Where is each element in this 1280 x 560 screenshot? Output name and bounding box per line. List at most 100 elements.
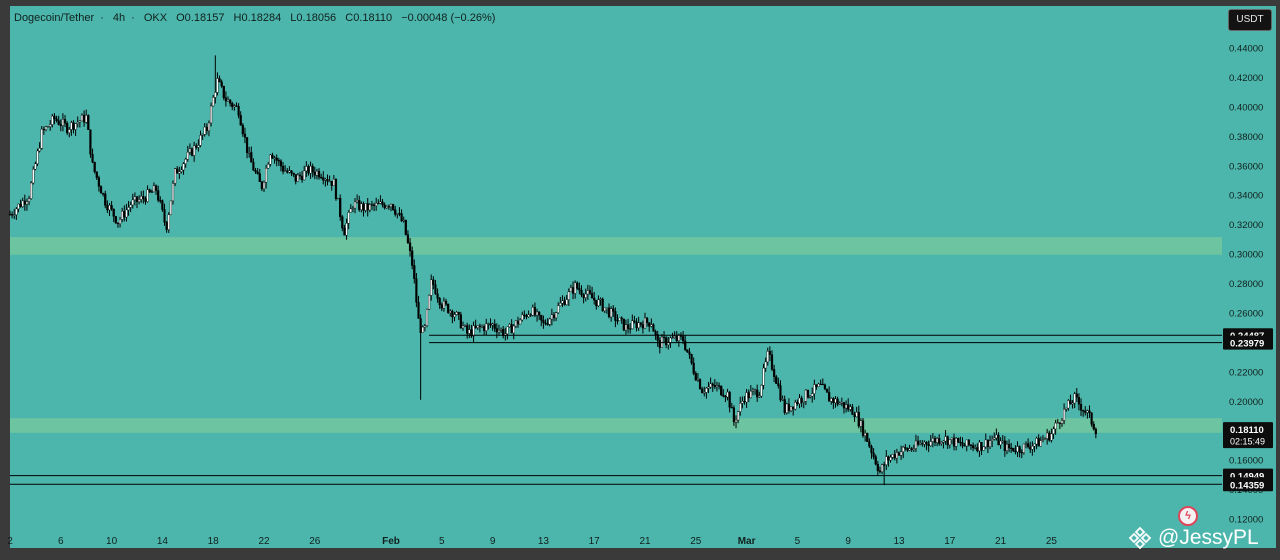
candle xyxy=(813,379,816,400)
candle xyxy=(44,125,48,132)
candle xyxy=(368,203,371,213)
candle xyxy=(823,383,827,391)
candle xyxy=(415,272,418,308)
candle xyxy=(544,319,547,326)
time-tick-label: 6 xyxy=(58,536,64,547)
candle xyxy=(356,194,359,204)
candle xyxy=(698,378,702,390)
candle xyxy=(36,148,39,167)
candle xyxy=(639,322,642,328)
alert-flash-icon[interactable]: ϟ xyxy=(1178,506,1198,526)
candle xyxy=(85,109,88,124)
candle xyxy=(440,302,443,312)
candle xyxy=(923,440,926,448)
time-axis-panel[interactable] xyxy=(10,526,1276,548)
candle xyxy=(411,246,414,270)
candle xyxy=(442,297,446,312)
time-tick-label: 21 xyxy=(995,536,1007,547)
candle xyxy=(102,192,105,197)
candle xyxy=(802,400,805,409)
time-tick-label: 22 xyxy=(258,536,270,547)
candle xyxy=(717,382,721,390)
candle xyxy=(108,203,111,217)
candle xyxy=(248,146,251,158)
candle xyxy=(510,319,513,334)
candle xyxy=(988,435,992,450)
candle xyxy=(347,210,350,230)
candle xyxy=(68,126,71,138)
candle xyxy=(942,440,945,449)
candle xyxy=(1092,421,1095,431)
candle xyxy=(1075,388,1078,402)
candle xyxy=(87,114,90,130)
binance-logo-icon xyxy=(1128,526,1152,550)
candle xyxy=(78,120,81,128)
candle xyxy=(900,445,903,460)
time-tick-label: 13 xyxy=(893,536,905,547)
candle xyxy=(633,315,636,324)
candle xyxy=(747,389,750,403)
candle xyxy=(819,379,822,386)
candle xyxy=(362,201,365,217)
symbol-legend[interactable]: Dogecoin/Tether · 4h · OKX O0.18157 H0.182… xyxy=(14,12,496,24)
candle xyxy=(375,197,378,211)
candle xyxy=(997,432,1000,446)
candle xyxy=(940,441,943,446)
candle xyxy=(1077,393,1081,411)
candle xyxy=(857,405,860,429)
candle xyxy=(279,159,283,172)
candle xyxy=(262,180,266,193)
candle xyxy=(986,439,989,454)
candle xyxy=(315,168,319,180)
candle xyxy=(49,120,52,131)
candle xyxy=(53,113,56,125)
candle xyxy=(1037,434,1040,447)
price-tick-label: 0.32000 xyxy=(1229,220,1263,231)
currency-unit-button[interactable]: USDT xyxy=(1228,9,1272,31)
candle xyxy=(1005,440,1009,455)
candle xyxy=(203,123,206,137)
candle xyxy=(703,386,706,397)
candle xyxy=(535,308,539,322)
candle xyxy=(853,411,856,422)
candle xyxy=(1060,418,1064,427)
candle xyxy=(32,166,35,185)
interval-label: 4h xyxy=(112,12,126,24)
svg-text:0.14359: 0.14359 xyxy=(1230,480,1264,491)
candle xyxy=(209,102,213,127)
candle xyxy=(129,201,132,213)
candle xyxy=(800,395,803,408)
price-tick-label: 0.12000 xyxy=(1229,515,1263,526)
candle xyxy=(487,322,490,330)
price-tick-label: 0.16000 xyxy=(1229,456,1263,467)
candle xyxy=(332,175,335,186)
candle xyxy=(419,314,422,400)
candle xyxy=(836,396,839,407)
candle xyxy=(726,388,729,401)
candle xyxy=(341,215,344,232)
candle xyxy=(8,210,12,216)
candle xyxy=(605,307,608,314)
candle xyxy=(383,202,386,210)
candle xyxy=(626,318,630,334)
candle xyxy=(425,308,429,328)
candle xyxy=(834,396,837,408)
candle xyxy=(250,146,253,163)
svg-text:0.23979: 0.23979 xyxy=(1230,339,1264,350)
candle xyxy=(978,439,981,457)
candle xyxy=(163,203,166,226)
candle xyxy=(146,185,149,203)
time-tick-label: 17 xyxy=(944,536,956,547)
candle xyxy=(1071,400,1074,409)
candle xyxy=(586,284,589,300)
candle xyxy=(743,396,746,405)
candle xyxy=(730,402,733,409)
candle xyxy=(154,184,158,195)
plot-area[interactable] xyxy=(10,6,1222,526)
candle xyxy=(1001,435,1004,444)
candle xyxy=(1007,439,1011,453)
price-tick-label: 0.38000 xyxy=(1229,132,1263,143)
candle xyxy=(584,288,587,302)
ohlc-high: H0.18284 xyxy=(233,12,282,24)
